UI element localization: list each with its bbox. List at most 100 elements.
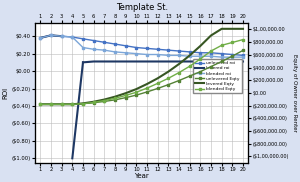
blended roi xyxy=(103,49,106,51)
unlevered Eqty xyxy=(220,60,224,63)
levered Eqty xyxy=(220,28,224,30)
blended Eqty xyxy=(156,82,160,84)
unlevered roi xyxy=(38,37,42,39)
blended roi xyxy=(145,54,149,56)
unlevered Eqty xyxy=(38,103,42,105)
unlevered Eqty xyxy=(134,94,138,96)
unlevered roi xyxy=(134,46,138,49)
blended roi xyxy=(209,55,213,57)
unlevered Eqty xyxy=(92,102,95,104)
levered roi xyxy=(38,37,42,39)
blended roi xyxy=(81,46,85,49)
unlevered Eqty xyxy=(145,91,149,93)
blended roi xyxy=(177,54,181,56)
levered Eqty xyxy=(70,103,74,105)
levered Eqty xyxy=(145,83,149,85)
blended Eqty xyxy=(81,103,85,105)
unlevered roi xyxy=(188,51,191,53)
unlevered roi xyxy=(113,43,117,45)
levered Eqty xyxy=(156,77,160,79)
blended roi xyxy=(113,51,117,53)
unlevered roi xyxy=(167,49,170,51)
blended Eqty xyxy=(38,103,42,105)
levered Eqty xyxy=(241,28,245,30)
unlevered roi xyxy=(177,50,181,52)
unlevered Eqty xyxy=(199,71,202,73)
levered Eqty xyxy=(92,101,95,103)
unlevered Eqty xyxy=(177,79,181,82)
unlevered Eqty xyxy=(70,103,74,105)
blended roi xyxy=(220,56,224,58)
blended roi xyxy=(134,53,138,55)
blended Eqty xyxy=(220,44,224,46)
unlevered roi xyxy=(70,36,74,38)
blended Eqty xyxy=(134,91,138,93)
unlevered roi xyxy=(220,53,224,55)
levered Eqty xyxy=(188,54,191,57)
Line: blended roi: blended roi xyxy=(39,34,244,59)
blended roi xyxy=(167,54,170,56)
unlevered Eqty xyxy=(81,103,85,105)
unlevered Eqty xyxy=(188,75,191,77)
blended Eqty xyxy=(113,97,117,99)
unlevered Eqty xyxy=(241,49,245,52)
blended roi xyxy=(60,35,63,37)
levered Eqty xyxy=(230,28,234,30)
blended Eqty xyxy=(103,99,106,102)
levered Eqty xyxy=(134,88,138,90)
unlevered Eqty xyxy=(230,55,234,57)
levered Eqty xyxy=(60,103,63,105)
blended roi xyxy=(199,55,202,57)
blended Eqty xyxy=(49,103,53,105)
blended Eqty xyxy=(177,72,181,74)
blended Eqty xyxy=(241,39,245,41)
blended roi xyxy=(49,34,53,36)
Line: levered Eqty: levered Eqty xyxy=(40,29,243,104)
unlevered Eqty xyxy=(103,100,106,102)
levered roi xyxy=(49,34,53,36)
blended roi xyxy=(70,36,74,38)
blended Eqty xyxy=(124,94,128,96)
unlevered roi xyxy=(60,35,63,37)
levered Eqty xyxy=(49,103,53,105)
unlevered roi xyxy=(241,54,245,56)
levered Eqty xyxy=(103,98,106,101)
unlevered roi xyxy=(145,47,149,50)
blended Eqty xyxy=(199,58,202,60)
unlevered roi xyxy=(81,38,85,40)
unlevered roi xyxy=(230,54,234,56)
unlevered roi xyxy=(103,41,106,43)
blended Eqty xyxy=(230,41,234,43)
unlevered roi xyxy=(156,48,160,50)
Line: levered roi: levered roi xyxy=(40,35,62,38)
Legend: unlevered roi, levered roi, blended roi, unlevered Eqty, levered Eqty, blended E: unlevered roi, levered roi, blended roi,… xyxy=(193,59,242,94)
unlevered Eqty xyxy=(113,99,117,101)
levered Eqty xyxy=(81,102,85,104)
blended roi xyxy=(156,54,160,56)
blended Eqty xyxy=(188,65,191,67)
blended roi xyxy=(38,37,42,39)
unlevered Eqty xyxy=(124,97,128,99)
X-axis label: Year: Year xyxy=(134,173,149,179)
levered Eqty xyxy=(199,45,202,47)
blended roi xyxy=(188,55,191,57)
blended Eqty xyxy=(60,103,63,105)
Title: Template St.: Template St. xyxy=(116,3,168,12)
unlevered Eqty xyxy=(49,103,53,105)
Line: unlevered roi: unlevered roi xyxy=(39,34,244,57)
blended roi xyxy=(241,56,245,58)
levered Eqty xyxy=(38,103,42,105)
unlevered Eqty xyxy=(209,66,213,68)
unlevered roi xyxy=(199,52,202,54)
levered Eqty xyxy=(124,92,128,94)
blended Eqty xyxy=(92,101,95,104)
Line: blended Eqty: blended Eqty xyxy=(39,38,244,106)
Y-axis label: Equity of Owner over Renter: Equity of Owner over Renter xyxy=(292,54,297,132)
levered Eqty xyxy=(177,63,181,65)
blended Eqty xyxy=(70,103,74,105)
Line: unlevered Eqty: unlevered Eqty xyxy=(39,49,244,106)
levered Eqty xyxy=(167,71,170,73)
unlevered roi xyxy=(209,52,213,54)
blended roi xyxy=(92,48,95,50)
blended Eqty xyxy=(145,87,149,89)
